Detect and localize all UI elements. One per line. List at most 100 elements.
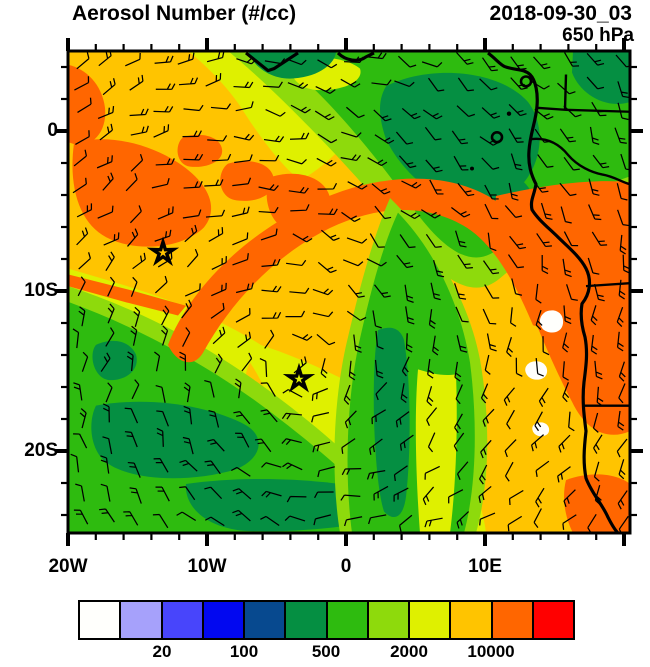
wind-barb: [340, 154, 361, 162]
colorbar-label-20: 20: [152, 642, 172, 661]
wind-barb: [126, 351, 134, 372]
wind-barb: [542, 336, 550, 356]
wind-barb: [233, 133, 255, 141]
wind-barb: [261, 285, 282, 293]
wind-barb: [616, 306, 624, 328]
wind-barb: [81, 351, 89, 372]
wind-barb: [401, 180, 422, 189]
wind-barb: [124, 431, 138, 448]
wind-barb: [260, 409, 278, 423]
wind-barb: [432, 260, 445, 278]
wind-barb: [586, 52, 605, 66]
wind-barb: [454, 413, 463, 434]
wind-barb: [130, 125, 149, 136]
wind-barb: [154, 275, 168, 294]
wind-barb: [425, 159, 443, 173]
wind-barb: [371, 409, 387, 425]
wind-barb: [484, 203, 499, 220]
wind-barb: [318, 208, 338, 216]
bioko-island: [519, 75, 533, 88]
wind-barb: [290, 204, 310, 212]
wind-barb: [557, 82, 576, 95]
wind-barb: [258, 206, 279, 214]
wind-barb: [456, 105, 476, 118]
wind-barb: [312, 441, 331, 453]
wind-barb: [533, 56, 551, 70]
wind-barb: [426, 407, 438, 426]
wind-barb: [179, 351, 187, 371]
wind-barb: [263, 81, 283, 88]
wind-barb: [617, 490, 628, 510]
wind-barb: [396, 254, 414, 269]
wind-barb: [107, 303, 115, 324]
wind-barb: [317, 59, 338, 69]
wind-barb: [481, 157, 500, 170]
wind-barb: [204, 486, 223, 500]
wind-barb: [506, 409, 515, 430]
wind-barb: [155, 83, 176, 90]
wind-barb: [105, 251, 115, 271]
wind-barb: [457, 182, 475, 197]
wind-barb: [314, 491, 334, 499]
wind-barb: [127, 228, 139, 247]
wind-barb: [456, 335, 468, 353]
xaxis-label-10e: 10E: [468, 556, 502, 577]
wind-barb: [235, 432, 250, 448]
wind-barb: [508, 182, 519, 201]
darkgreen-top-edge: [248, 51, 336, 79]
wind-barb: [594, 360, 603, 380]
wind-barb: [373, 109, 392, 122]
wind-barb: [286, 495, 307, 503]
wind-barb: [348, 360, 356, 381]
wind-barb: [259, 358, 268, 377]
wind-barb: [155, 384, 166, 403]
wind-barb: [70, 453, 80, 473]
wind-barb: [617, 410, 625, 431]
wind-barb: [530, 434, 545, 452]
colorbar-cell-0: [80, 602, 122, 638]
wind-barb: [592, 412, 599, 433]
wind-barb: [317, 466, 335, 478]
wind-barb: [451, 130, 468, 145]
wind-barb: [367, 157, 388, 167]
map-frame: [66, 49, 632, 535]
wind-barb: [538, 387, 549, 408]
wind-barb: [281, 412, 302, 420]
wind-barb: [536, 233, 552, 248]
colorbar-label-10000: 10000: [467, 642, 515, 661]
wind-barb: [454, 361, 462, 382]
wind-barb: [183, 405, 193, 425]
wind-barb: [618, 383, 626, 404]
wind-barb: [79, 408, 87, 429]
wind-barb: [285, 310, 306, 318]
wind-barb: [99, 508, 115, 523]
colorbar-cell-6: [327, 602, 369, 638]
wind-barb: [562, 361, 569, 381]
yellow-strip-tongue: [415, 369, 457, 533]
wind-barb: [484, 184, 499, 200]
wind-barb: [182, 327, 191, 347]
wind-barb: [183, 153, 204, 161]
wind-barb: [559, 128, 576, 143]
wind-barb: [422, 486, 435, 506]
colorbar-label-100: 100: [229, 642, 259, 661]
wind-barb: [562, 514, 577, 530]
wind-barb: [74, 76, 90, 91]
wind-barb: [430, 282, 441, 301]
wind-barb: [131, 379, 140, 400]
colorbar-cell-7: [368, 602, 410, 638]
wind-barb: [535, 309, 543, 331]
wind-barb: [313, 514, 332, 526]
wind-barb: [479, 512, 496, 526]
wind-barb: [563, 231, 579, 247]
wind-barb: [563, 305, 572, 325]
wind-barb: [123, 511, 139, 526]
wind-barb: [233, 81, 254, 89]
wind-barb: [129, 74, 144, 91]
country-borders: [530, 74, 630, 407]
wind-barb: [261, 258, 281, 267]
yaxis-label-0: 0: [47, 120, 58, 141]
wind-barb: [183, 180, 203, 189]
wind-barb: [535, 357, 544, 377]
wind-barb: [211, 153, 232, 162]
